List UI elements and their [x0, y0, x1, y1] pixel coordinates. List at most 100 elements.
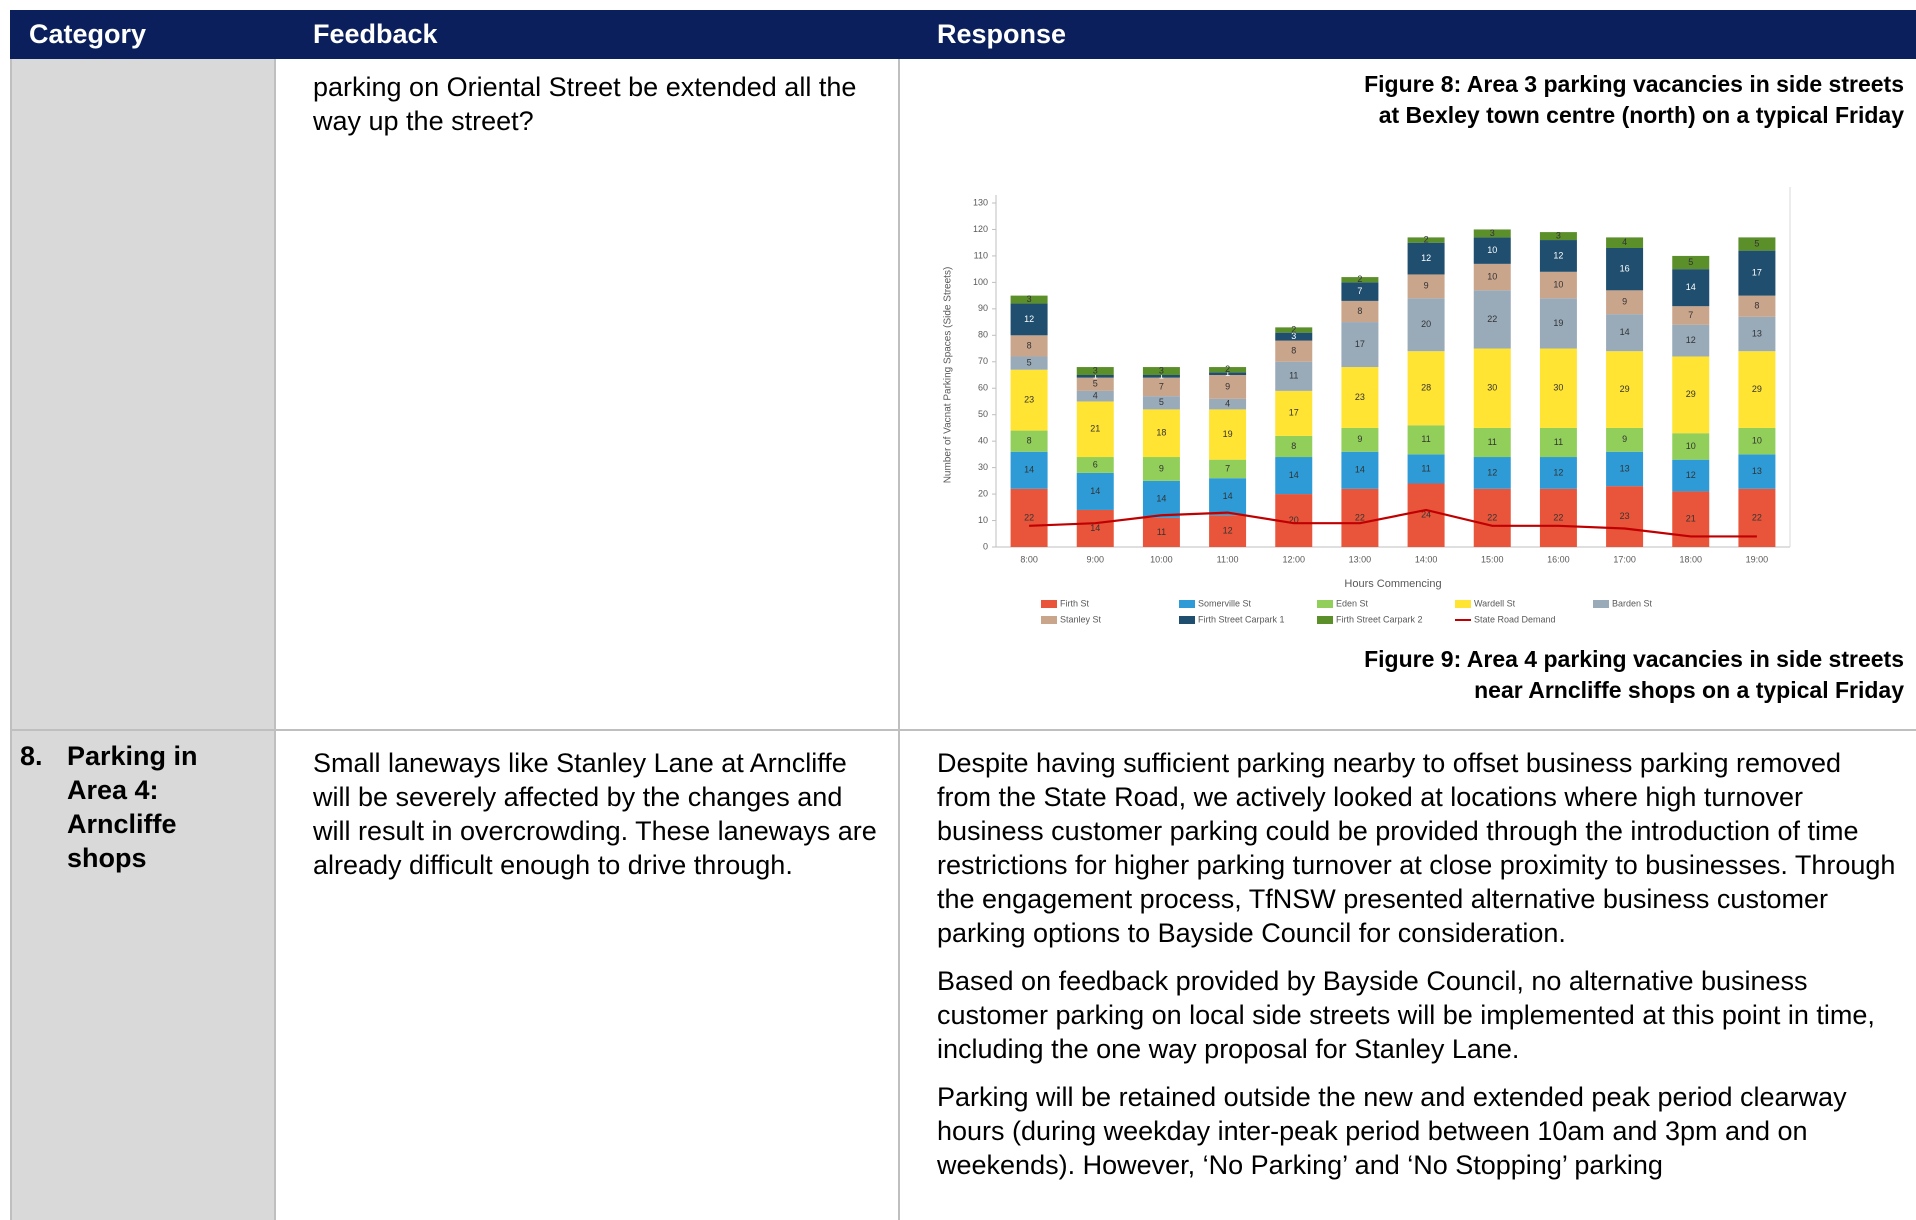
y-tick-label: 120 — [973, 224, 988, 234]
x-tick-label: 14:00 — [1415, 554, 1438, 564]
bar-segment — [1341, 427, 1379, 452]
data-label: 5 — [1159, 397, 1164, 407]
bar-segment — [1142, 517, 1180, 547]
data-label: 1 — [1225, 368, 1230, 378]
category-column — [10, 59, 275, 1220]
data-label: 7 — [1688, 310, 1693, 320]
data-label: 29 — [1752, 384, 1762, 394]
legend-label: Firth Street Carpark 2 — [1336, 614, 1423, 624]
data-label: 14 — [1223, 491, 1233, 501]
data-label: 7 — [1357, 286, 1362, 296]
category-text: Parking in Area 4: Arncliffe shops — [67, 741, 198, 873]
data-label: 3 — [1027, 294, 1032, 304]
data-label: 8 — [1291, 441, 1296, 451]
data-label: 8 — [1027, 340, 1032, 350]
bar-segment — [1142, 457, 1180, 481]
y-tick-label: 80 — [978, 330, 988, 340]
bar-segment — [1473, 237, 1511, 264]
data-label: 11 — [1421, 434, 1430, 444]
bar-segment — [1076, 509, 1114, 547]
data-label: 13 — [1752, 328, 1762, 338]
data-label: 22 — [1487, 512, 1497, 522]
y-tick-label: 0 — [983, 541, 988, 551]
bar-segment — [1672, 459, 1710, 492]
data-label: 17 — [1289, 408, 1299, 418]
data-label: 8 — [1291, 346, 1296, 356]
bar-segment — [1275, 340, 1313, 362]
data-label: 20 — [1289, 515, 1299, 525]
data-label: 23 — [1355, 392, 1365, 402]
data-label: 23 — [1620, 511, 1630, 521]
bar-segment — [1606, 247, 1644, 291]
data-label: 5 — [1688, 257, 1693, 267]
bar-segment — [1010, 303, 1048, 336]
data-label: 22 — [1024, 512, 1034, 522]
legend-label: Stanley St — [1060, 614, 1102, 624]
y-axis-label: Number of Vacnat Parking Spaces (Side St… — [943, 267, 954, 484]
data-label: 22 — [1487, 314, 1497, 324]
bar-segment — [1539, 488, 1577, 547]
legend-swatch — [1041, 616, 1057, 624]
bar-segment — [1341, 300, 1379, 323]
bar-segment — [1341, 282, 1379, 301]
data-label: 5 — [1027, 357, 1032, 367]
data-label: 19 — [1553, 318, 1563, 328]
legend-label: Eden St — [1336, 598, 1369, 608]
feedback-text: Small laneways like Stanley Lane at Arnc… — [313, 748, 877, 880]
data-label: 21 — [1090, 424, 1100, 434]
bar-segment — [1407, 483, 1445, 547]
caption-line: Figure 8: Area 3 parking vacancies in si… — [1364, 71, 1904, 97]
data-label: 30 — [1487, 383, 1497, 393]
data-label: 12 — [1223, 525, 1233, 535]
bar-segment — [1407, 351, 1445, 426]
y-tick-label: 130 — [973, 197, 988, 207]
header-cell: Category — [29, 19, 147, 49]
bar-segment — [1209, 375, 1247, 399]
data-label: 12 — [1686, 335, 1696, 345]
bar-segment — [1407, 454, 1445, 484]
data-label: 12 — [1686, 470, 1696, 480]
bar-segment — [1341, 367, 1379, 428]
bar-segment — [1010, 451, 1048, 489]
paragraph: Despite having sufficient parking nearby… — [937, 748, 1896, 948]
legend-label: Barden St — [1612, 598, 1653, 608]
data-label: 11 — [1554, 437, 1563, 447]
bar-segment — [1539, 232, 1577, 241]
bar-segment — [1209, 409, 1247, 460]
bar-segment — [1473, 263, 1511, 291]
bar-segment — [1407, 274, 1445, 299]
legend-swatch — [1041, 600, 1057, 608]
data-label: 3 — [1159, 365, 1164, 375]
legend-swatch — [1593, 600, 1609, 608]
data-label: 10 — [1686, 441, 1696, 451]
data-label: 20 — [1421, 319, 1431, 329]
data-label: 14 — [1355, 465, 1365, 475]
data-label: 19 — [1223, 429, 1233, 439]
table-header — [10, 10, 1916, 59]
bar-segment — [1672, 255, 1710, 270]
border — [274, 59, 276, 1220]
bar-segment — [1606, 314, 1644, 352]
bar-segment — [1473, 488, 1511, 547]
bar-segment — [1076, 457, 1114, 473]
y-tick-label: 10 — [978, 515, 988, 525]
bar-segment — [1076, 390, 1114, 402]
bar-segment — [1341, 488, 1379, 547]
bar-segment — [1539, 348, 1577, 428]
data-label: 22 — [1355, 512, 1365, 522]
bar-segment — [1209, 367, 1247, 373]
data-label: 12 — [1553, 250, 1563, 260]
bar-segment — [1407, 242, 1445, 275]
bar-segment — [1407, 425, 1445, 455]
data-label: 14 — [1156, 494, 1166, 504]
bar-segment — [1010, 430, 1048, 452]
bar-segment — [1606, 237, 1644, 248]
bar-segment — [1738, 295, 1776, 317]
bar-segment — [1076, 367, 1114, 375]
bar-segment — [1672, 356, 1710, 434]
data-label: 2 — [1357, 274, 1362, 284]
response-text: Despite having sufficient parking nearby… — [937, 746, 1897, 1196]
legend-label: Firth St — [1060, 598, 1090, 608]
caption-line: near Arncliffe shops on a typical Friday — [1474, 677, 1904, 703]
